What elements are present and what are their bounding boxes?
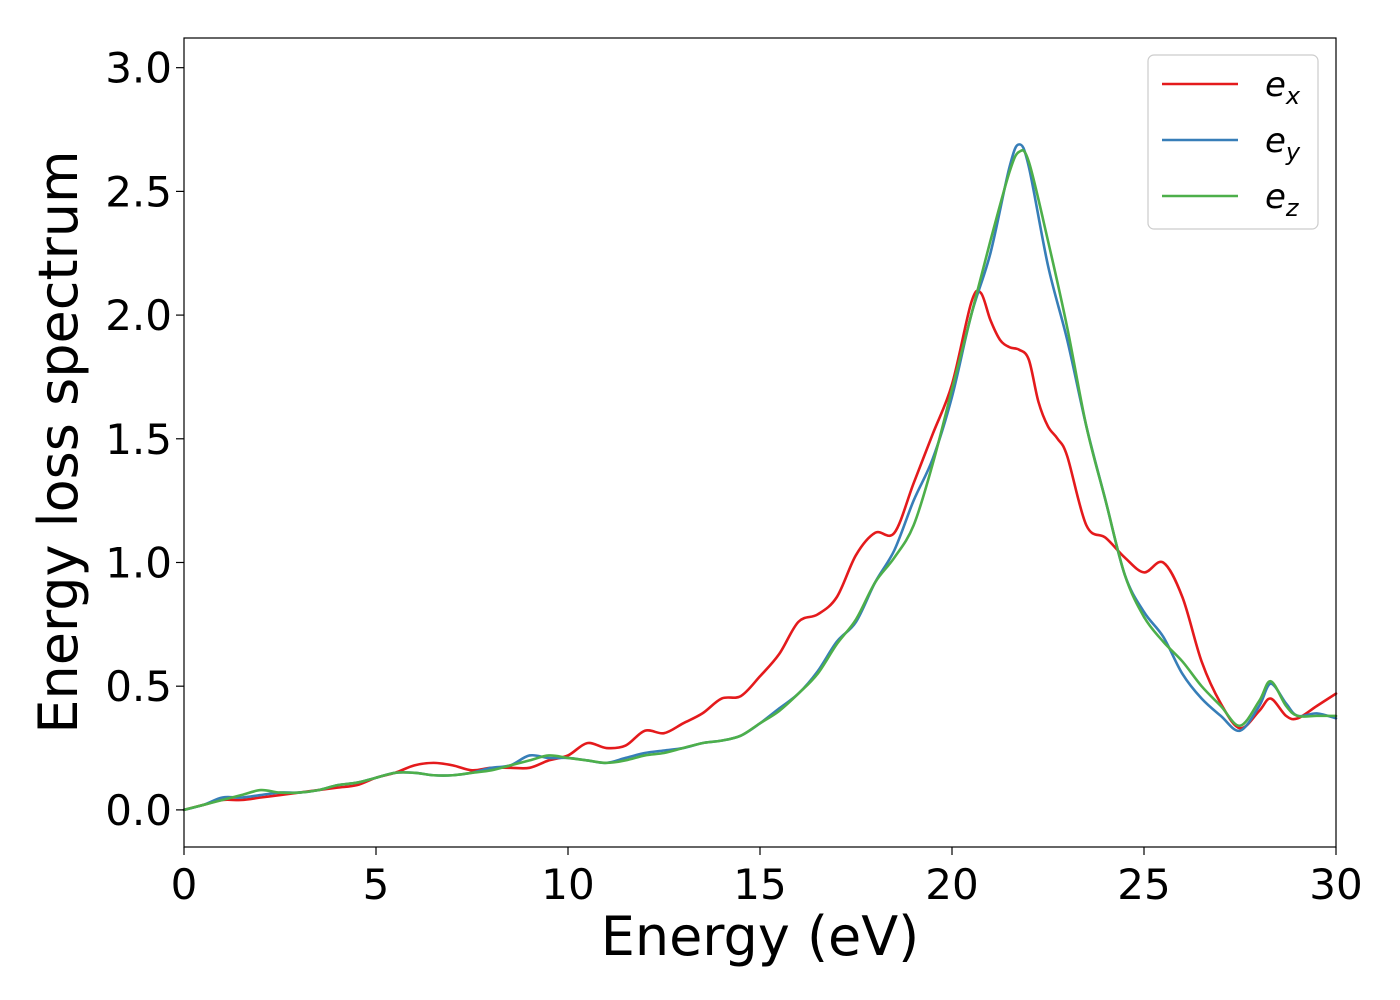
x-tick-label: 20: [925, 860, 978, 909]
x-tick-label: 10: [541, 860, 594, 909]
x-tick-label: 15: [733, 860, 786, 909]
legend-label-ey: ey: [1265, 121, 1301, 166]
series-line-ez: [182, 149, 1338, 812]
plot-area: [184, 38, 1336, 847]
x-tick-label: 5: [363, 860, 390, 909]
x-axis-ticks: 0 5 10 15 20 25 30: [171, 847, 1363, 909]
y-tick-label: 1.5: [105, 415, 172, 464]
legend-label-ez: ez: [1265, 177, 1300, 222]
x-tick-label: 30: [1309, 860, 1362, 909]
x-tick-label: 0: [171, 860, 198, 909]
y-tick-label: 0.0: [105, 786, 172, 835]
y-tick-label: 1.0: [105, 538, 172, 587]
legend-label-ex: ex: [1265, 65, 1301, 110]
legend: ex ey ez: [1147, 54, 1319, 230]
x-axis-title: Energy (eV): [601, 905, 920, 968]
y-tick-label: 0.5: [105, 662, 172, 711]
y-tick-label: 2.5: [105, 167, 172, 216]
y-axis-ticks: 0.0 0.5 1.0 1.5 2.0 2.5 3.0: [105, 44, 184, 835]
y-tick-label: 2.0: [105, 291, 172, 340]
legend-box: [1147, 54, 1319, 230]
y-tick-label: 3.0: [105, 44, 172, 93]
y-axis-title: Energy loss spectrum: [27, 150, 90, 733]
x-tick-label: 25: [1117, 860, 1170, 909]
series-layer: [182, 143, 1338, 812]
